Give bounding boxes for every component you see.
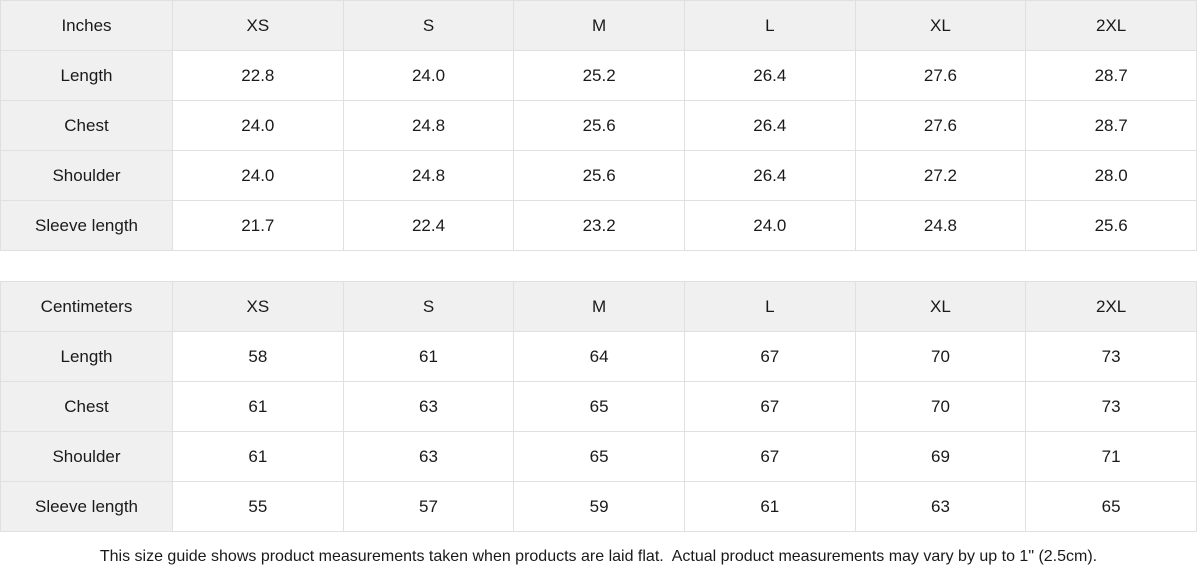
row-label-cell: Shoulder (0, 431, 173, 482)
size-header-cell: M (513, 281, 685, 332)
value-cell: 26.4 (683, 50, 856, 101)
inches-header-row: Inches XS S M L XL 2XL (0, 0, 1197, 51)
row-label-cell: Length (0, 331, 173, 382)
value-cell: 22.4 (342, 200, 515, 251)
size-header-cell: XL (854, 0, 1027, 51)
value-cell: 25.6 (513, 100, 685, 151)
row-label-cell: Shoulder (0, 150, 173, 201)
row-label-cell: Chest (0, 100, 173, 151)
value-cell: 73 (1025, 381, 1197, 432)
value-cell: 73 (1025, 331, 1197, 382)
value-cell: 25.6 (1025, 200, 1197, 251)
size-header-cell: XS (172, 281, 344, 332)
value-cell: 24.0 (342, 50, 515, 101)
size-header-cell: 2XL (1025, 0, 1197, 51)
value-cell: 63 (342, 431, 515, 482)
size-guide-note: This size guide shows product measuremen… (0, 532, 1197, 582)
value-cell: 27.6 (854, 50, 1027, 101)
size-header-cell: XL (854, 281, 1027, 332)
value-cell: 59 (513, 481, 685, 532)
value-cell: 64 (513, 331, 685, 382)
table-row: Chest 24.0 24.8 25.6 26.4 27.6 28.7 (0, 100, 1197, 151)
value-cell: 24.0 (172, 150, 344, 201)
value-cell: 24.8 (854, 200, 1027, 251)
value-cell: 67 (683, 331, 856, 382)
centimeters-header-row: Centimeters XS S M L XL 2XL (0, 281, 1197, 332)
value-cell: 22.8 (172, 50, 344, 101)
row-label-cell: Length (0, 50, 173, 101)
size-header-cell: 2XL (1025, 281, 1197, 332)
table-row: Sleeve length 55 57 59 61 63 65 (0, 481, 1197, 532)
value-cell: 67 (683, 431, 856, 482)
value-cell: 70 (854, 381, 1027, 432)
table-row: Sleeve length 21.7 22.4 23.2 24.0 24.8 2… (0, 200, 1197, 251)
value-cell: 25.2 (513, 50, 685, 101)
value-cell: 55 (172, 481, 344, 532)
value-cell: 67 (683, 381, 856, 432)
size-header-cell: L (683, 281, 856, 332)
table-row: Shoulder 24.0 24.8 25.6 26.4 27.2 28.0 (0, 150, 1197, 201)
inches-size-table: Inches XS S M L XL 2XL Length 22.8 24.0 … (0, 0, 1197, 251)
table-row: Length 22.8 24.0 25.2 26.4 27.6 28.7 (0, 50, 1197, 101)
value-cell: 28.0 (1025, 150, 1197, 201)
value-cell: 27.2 (854, 150, 1027, 201)
value-cell: 70 (854, 331, 1027, 382)
value-cell: 26.4 (683, 100, 856, 151)
size-header-cell: L (683, 0, 856, 51)
value-cell: 28.7 (1025, 50, 1197, 101)
value-cell: 61 (342, 331, 515, 382)
value-cell: 61 (172, 431, 344, 482)
value-cell: 26.4 (683, 150, 856, 201)
unit-header-cell: Centimeters (0, 281, 173, 332)
value-cell: 71 (1025, 431, 1197, 482)
value-cell: 25.6 (513, 150, 685, 201)
value-cell: 63 (854, 481, 1027, 532)
size-header-cell: XS (172, 0, 344, 51)
table-row: Chest 61 63 65 67 70 73 (0, 381, 1197, 432)
value-cell: 57 (342, 481, 515, 532)
value-cell: 23.2 (513, 200, 685, 251)
size-header-cell: S (342, 281, 515, 332)
size-header-cell: M (513, 0, 685, 51)
value-cell: 24.0 (172, 100, 344, 151)
value-cell: 61 (172, 381, 344, 432)
value-cell: 27.6 (854, 100, 1027, 151)
row-label-cell: Chest (0, 381, 173, 432)
value-cell: 28.7 (1025, 100, 1197, 151)
table-row: Shoulder 61 63 65 67 69 71 (0, 431, 1197, 482)
value-cell: 24.0 (683, 200, 856, 251)
unit-header-cell: Inches (0, 0, 173, 51)
value-cell: 61 (683, 481, 856, 532)
size-header-cell: S (342, 0, 515, 51)
value-cell: 69 (854, 431, 1027, 482)
row-label-cell: Sleeve length (0, 481, 173, 532)
table-row: Length 58 61 64 67 70 73 (0, 331, 1197, 382)
value-cell: 58 (172, 331, 344, 382)
value-cell: 63 (342, 381, 515, 432)
value-cell: 24.8 (342, 100, 515, 151)
value-cell: 24.8 (342, 150, 515, 201)
row-label-cell: Sleeve length (0, 200, 173, 251)
table-gap-spacer (0, 251, 1197, 281)
centimeters-size-table: Centimeters XS S M L XL 2XL Length 58 61… (0, 281, 1197, 532)
value-cell: 65 (1025, 481, 1197, 532)
value-cell: 65 (513, 381, 685, 432)
value-cell: 21.7 (172, 200, 344, 251)
value-cell: 65 (513, 431, 685, 482)
